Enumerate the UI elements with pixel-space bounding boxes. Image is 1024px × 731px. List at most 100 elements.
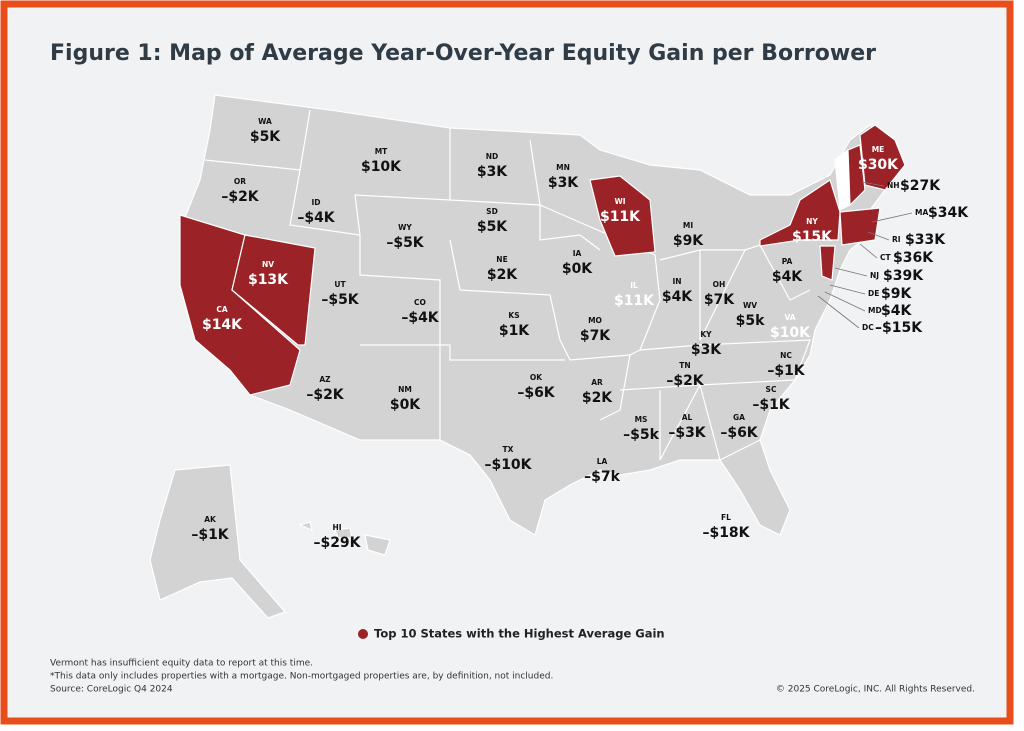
state-value: –$5k: [623, 427, 659, 443]
legend-label: Top 10 States with the Highest Average G…: [374, 627, 665, 641]
state-value: –$1K: [191, 527, 229, 543]
state-value: $2K: [487, 267, 518, 283]
state-value: –$6K: [517, 385, 555, 401]
callout-abbr: NH: [887, 181, 900, 190]
legend-swatch: [358, 629, 368, 639]
state-abbr: WI: [614, 197, 625, 206]
state-border: [289, 128, 451, 236]
state-abbr: IA: [573, 249, 582, 258]
callout-abbr: MD: [868, 306, 882, 315]
state-abbr: NY: [806, 217, 818, 226]
state-abbr: LA: [597, 457, 608, 466]
state-value: $11K: [614, 293, 655, 309]
highlight-states: [179, 124, 906, 396]
state-abbr: IN: [672, 277, 681, 286]
state-value: $0K: [562, 261, 593, 277]
state-abbr: UT: [334, 280, 346, 289]
state-abbr: TX: [503, 445, 514, 454]
state-abbr: CA: [216, 305, 228, 314]
state-abbr: AZ: [319, 375, 331, 384]
state-border: [449, 199, 601, 251]
state-abbr: AK: [204, 515, 217, 524]
callout-line: [817, 295, 860, 329]
state-abbr: OH: [713, 280, 726, 289]
state-abbr: NE: [496, 255, 507, 264]
state-abbr: MI: [683, 221, 693, 230]
state-value: $9K: [673, 233, 704, 249]
state-value: $0K: [390, 397, 421, 413]
state-border: [359, 235, 441, 440]
state-value: –$2K: [306, 387, 344, 403]
state-value: $10K: [770, 325, 811, 341]
state-value: $5K: [250, 129, 281, 145]
state-abbr: AR: [591, 378, 603, 387]
callout-line: [829, 284, 866, 295]
state-value: –$2K: [666, 373, 704, 389]
labels: WA $5K OR –$2K ID –$4K MT $10K WY –$5K ND $3K SD $5K M…: [191, 117, 969, 551]
state-abbr: OK: [530, 373, 543, 382]
state-abbr: IL: [630, 281, 638, 290]
callout-abbr: DE: [868, 289, 879, 298]
callout-value: $34K: [928, 205, 969, 221]
callout-line: [867, 231, 890, 241]
state-abbr: ID: [311, 198, 320, 207]
alaska: [149, 464, 287, 619]
callout-line: [859, 243, 878, 259]
state-border: [659, 244, 811, 301]
hawaii: [298, 521, 313, 532]
state-value: $7K: [580, 328, 611, 344]
state-abbr: MS: [635, 415, 648, 424]
state-value: $2K: [582, 390, 613, 406]
state-value: $13K: [248, 272, 289, 288]
us-outline: [179, 94, 906, 536]
state-abbr: FL: [721, 513, 731, 522]
state-abbr: WY: [398, 223, 412, 232]
copyright: © 2025 CoreLogic, INC. All Rights Reserv…: [776, 685, 975, 695]
hawaii: [334, 527, 353, 539]
state-value: $30K: [858, 157, 899, 173]
state-abbr: SD: [486, 207, 498, 216]
state-nh: [847, 144, 866, 207]
state-abbr: ME: [872, 145, 885, 154]
footnote: Vermont has insufficient equity data to …: [50, 659, 313, 669]
state-abbr: VA: [784, 313, 795, 322]
state-border: [699, 249, 746, 341]
footnote: Source: CoreLogic Q4 2024: [50, 685, 173, 695]
state-abbr: HI: [332, 523, 341, 532]
state-abbr: TN: [679, 361, 690, 370]
callout-abbr: CT: [880, 253, 892, 262]
state-value: –$18K: [702, 525, 750, 541]
state-value: $3K: [548, 175, 579, 191]
state-value: $4K: [662, 289, 693, 305]
state-value: $14K: [202, 317, 243, 333]
state-abbr: KY: [700, 330, 712, 339]
state-abbr: MT: [375, 147, 388, 156]
callout-value: $39K: [883, 268, 924, 284]
callout-value: $33K: [905, 232, 946, 248]
state-border: [360, 344, 565, 361]
state-ne: [839, 207, 881, 246]
state-value: –$10K: [484, 457, 532, 473]
state-value: $3K: [691, 342, 722, 358]
state-value: $4K: [772, 269, 803, 285]
callout-line: [834, 267, 868, 277]
state-value: –$5K: [321, 292, 359, 308]
state-border: [619, 339, 811, 391]
state-abbr: NC: [780, 351, 792, 360]
state-value: –$4K: [297, 210, 335, 226]
callout-value: $4K: [881, 303, 912, 319]
state-wi: [589, 175, 656, 257]
callout-line: [824, 291, 866, 312]
state-value: –$2K: [221, 189, 259, 205]
state-border: [529, 139, 661, 421]
state-value: –$4K: [401, 310, 439, 326]
state-value: $5k: [736, 313, 765, 329]
state-nv: [231, 234, 316, 346]
callout-line: [871, 212, 913, 223]
state-value: $5K: [477, 219, 508, 235]
state-value: –$1K: [767, 363, 805, 379]
state-abbr: OR: [234, 177, 246, 186]
callout-line: [861, 181, 885, 187]
state-abbr: CO: [414, 298, 426, 307]
